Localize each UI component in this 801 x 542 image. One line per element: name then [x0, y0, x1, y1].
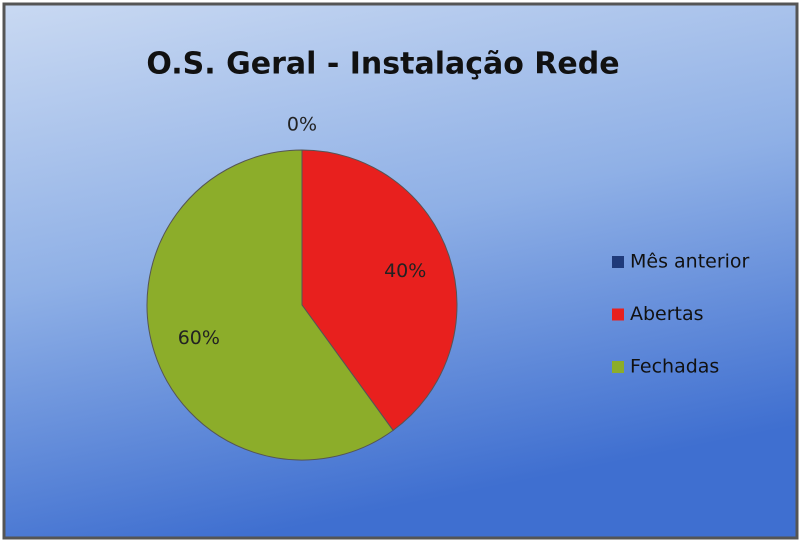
data-label: 60%: [178, 327, 220, 349]
pie-slice: [146, 149, 394, 461]
data-label: 0%: [287, 114, 317, 136]
legend-swatch: [612, 308, 624, 321]
legend-swatch: [612, 256, 624, 268]
legend-label: Fechadas: [630, 356, 719, 378]
legend-label: Mês anterior: [630, 251, 750, 273]
legend-label: Abertas: [630, 303, 704, 325]
pie-slice: [301, 149, 458, 432]
data-label: 40%: [384, 260, 426, 282]
chart-title: O.S. Geral - Instalação Rede: [146, 47, 619, 82]
legend-swatch: [612, 361, 624, 373]
